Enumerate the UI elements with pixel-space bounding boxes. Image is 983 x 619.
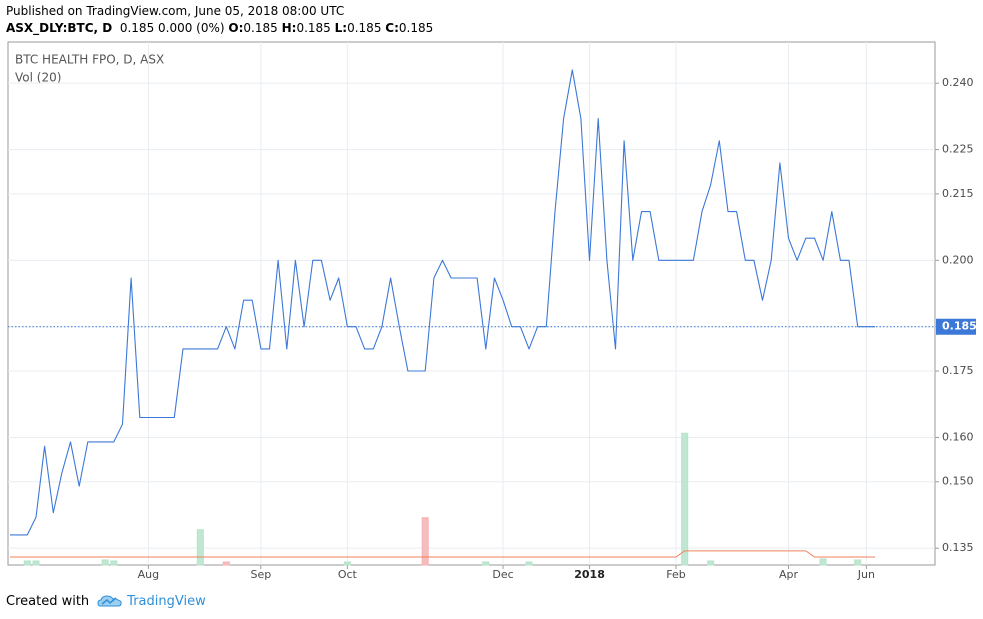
x-tick-label: Apr	[779, 568, 799, 581]
volume-bar	[101, 559, 109, 566]
legend-volume: Vol (20)	[15, 71, 61, 85]
x-tick-label: Aug	[138, 568, 159, 581]
volume-bar	[343, 561, 351, 566]
logo-line	[101, 597, 117, 605]
volume-bar	[110, 560, 118, 566]
x-tick-label: Jun	[857, 568, 875, 581]
ohlc-value: 0.185	[243, 21, 278, 35]
logo-cloud	[97, 595, 122, 607]
brand-link[interactable]: TradingView	[127, 593, 206, 609]
ohlc-key: H:	[281, 21, 297, 35]
ohlc-key: O:	[228, 21, 244, 35]
x-tick-label: Dec	[492, 568, 513, 581]
last-price-label: 0.185	[942, 320, 977, 333]
created-with: Created with	[6, 593, 90, 609]
footer: Created with TradingView	[6, 593, 206, 609]
ohlc-key: C:	[385, 21, 399, 35]
y-tick-label: 0.150	[942, 475, 974, 488]
last-price-badge	[936, 318, 976, 335]
x-tick-label: Feb	[666, 568, 685, 581]
ohlc-value: 0.185	[398, 21, 434, 35]
symbol-line: ASX_DLY:BTC, D 0.185 0.000 (0%) O:0.185 …	[6, 21, 433, 35]
change: 0.185 0.000 (0%)	[119, 21, 225, 35]
volume-bar	[222, 561, 230, 566]
x-tick-label: Oct	[338, 568, 358, 581]
price-line	[10, 69, 875, 536]
x-tick-label: Sep	[250, 568, 271, 581]
volume-ma	[10, 550, 875, 558]
legend-series: BTC HEALTH FPO, D, ASX	[15, 53, 164, 67]
volume-bar	[23, 560, 31, 566]
ohlc-value: 0.185	[347, 21, 382, 35]
x-tick-label: 2018	[574, 568, 605, 581]
volume-bar	[32, 560, 40, 566]
y-tick-label: 0.215	[942, 187, 974, 200]
volume-bar	[681, 432, 689, 566]
volume-bar	[482, 561, 490, 566]
y-tick-label: 0.200	[942, 253, 974, 266]
y-tick-label: 0.225	[942, 143, 974, 156]
volume-bar	[525, 561, 533, 566]
grid	[8, 42, 935, 565]
chart: BTC HEALTH FPO, D, ASX Vol (20) 0.135 0.1…	[7, 41, 977, 581]
volume-bar	[854, 559, 862, 566]
y-tick-label: 0.135	[942, 541, 974, 554]
volume-bar	[707, 560, 715, 566]
tradingview-logo[interactable]	[97, 593, 123, 609]
volume-bar	[421, 517, 429, 566]
published-line: Published on TradingView.com, June 05, 2…	[6, 4, 345, 18]
ohlc-key: L:	[334, 21, 348, 35]
y-tick-label: 0.240	[942, 76, 974, 89]
ohlc-value: 0.185	[296, 21, 331, 35]
y-tick-label: 0.175	[942, 364, 974, 377]
plot-frame	[7, 41, 936, 566]
volume-bar	[196, 529, 204, 566]
y-tick-label: 0.160	[942, 430, 974, 443]
symbol: ASX_DLY:BTC, D	[6, 21, 113, 35]
volume-bar	[819, 558, 827, 566]
